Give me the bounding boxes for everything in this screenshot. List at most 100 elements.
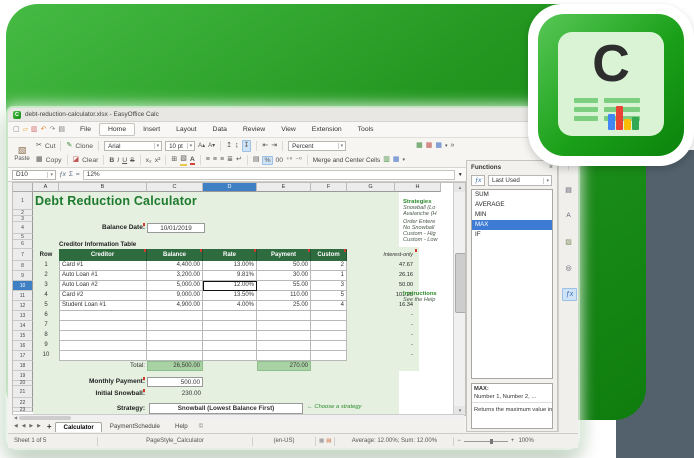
- zoom-in-icon[interactable]: +: [510, 438, 515, 444]
- formula-input[interactable]: 12%: [82, 169, 455, 180]
- prev-sheet-icon[interactable]: ◀: [21, 424, 26, 429]
- row-height-icon[interactable]: ▦: [435, 142, 442, 149]
- cell-custom[interactable]: [311, 331, 347, 341]
- row-header-6[interactable]: 6: [13, 240, 33, 249]
- delete-row-icon[interactable]: ▦: [425, 142, 433, 149]
- row-header-23[interactable]: 23: [13, 407, 33, 413]
- cell-rate[interactable]: [203, 341, 257, 351]
- row-header-15[interactable]: 15: [13, 331, 33, 341]
- cell-interest-only[interactable]: 50.00: [399, 282, 413, 288]
- cell-balance[interactable]: 9,000.00: [147, 291, 203, 301]
- document-modified-icon[interactable]: ▤: [326, 438, 332, 444]
- cell-creditor[interactable]: Auto Loan #1: [59, 271, 147, 281]
- function-item-max[interactable]: MAX: [472, 220, 552, 230]
- sheet-tab-calculator[interactable]: Calculator: [55, 421, 102, 432]
- column-header-D[interactable]: D: [203, 183, 257, 192]
- zoom-level[interactable]: 100%: [518, 438, 534, 444]
- row-header-5[interactable]: 5: [13, 234, 33, 240]
- cell-creditor[interactable]: [59, 311, 147, 321]
- row-header-13[interactable]: 13: [13, 311, 33, 321]
- header-rate[interactable]: Rate: [203, 249, 257, 261]
- function-item-min[interactable]: MIN: [475, 211, 487, 218]
- cut-label[interactable]: Cut: [44, 142, 56, 150]
- row-header-12[interactable]: 12: [13, 301, 33, 311]
- row-header-20[interactable]: 20: [13, 380, 33, 386]
- cell-interest-only[interactable]: -: [411, 332, 413, 338]
- cell-payment[interactable]: 25.00: [257, 301, 311, 311]
- header-creditor[interactable]: Creditor: [59, 249, 147, 261]
- cell-rate[interactable]: 13.00%: [203, 261, 257, 271]
- cell-interest-only[interactable]: -: [411, 352, 413, 358]
- header-balance[interactable]: Balance: [147, 249, 203, 261]
- page-style[interactable]: PageStyle_Calculator: [146, 438, 204, 444]
- cell-rate[interactable]: [203, 331, 257, 341]
- grow-font-icon[interactable]: A▴: [198, 143, 206, 149]
- add-decimal-icon[interactable]: ⁺⁰: [286, 157, 293, 164]
- cell-custom[interactable]: [311, 341, 347, 351]
- cell-balance[interactable]: [147, 341, 203, 351]
- menu-layout[interactable]: Layout: [176, 126, 197, 133]
- cell-payment[interactable]: 30.00: [257, 271, 311, 281]
- row-header-11[interactable]: 11: [13, 291, 33, 301]
- cut-icon[interactable]: ✂: [36, 142, 42, 149]
- row-header-9[interactable]: 9: [13, 271, 33, 281]
- cell-creditor[interactable]: [59, 321, 147, 331]
- scroll-down-icon[interactable]: ▼: [454, 406, 465, 415]
- cell-creditor[interactable]: Card #2: [59, 291, 147, 301]
- superscript-button[interactable]: x²: [154, 156, 161, 164]
- cell-row-num[interactable]: 4: [44, 292, 48, 298]
- formula-bar-expand-icon[interactable]: ▼: [457, 171, 463, 178]
- sum-icon[interactable]: Σ: [68, 171, 73, 178]
- insert-row-icon[interactable]: ▦: [416, 142, 423, 149]
- select-all-corner[interactable]: [13, 183, 33, 192]
- font-size-select[interactable]: 10 pt ▾: [165, 141, 196, 151]
- scrollbar-thumb[interactable]: [19, 415, 72, 420]
- gallery-deck-icon[interactable]: ▨: [565, 238, 572, 246]
- font-color-icon[interactable]: A: [189, 155, 195, 165]
- cell-custom[interactable]: 3: [311, 281, 347, 291]
- number-format-select[interactable]: Percent ▾: [288, 141, 347, 151]
- strategy-cell[interactable]: Snowball (Lowest Balance First): [149, 403, 303, 414]
- horizontal-scrollbar[interactable]: ◀: [12, 414, 464, 420]
- row-header-2[interactable]: 2: [13, 210, 33, 216]
- cell-custom[interactable]: 1: [311, 271, 347, 281]
- borders-icon[interactable]: ⊞: [171, 156, 178, 163]
- row-header-8[interactable]: 8: [13, 261, 33, 271]
- clear-label[interactable]: Clear: [82, 156, 99, 164]
- header-row[interactable]: Row: [39, 252, 53, 258]
- cell-row-num[interactable]: 6: [44, 312, 48, 318]
- header-payment[interactable]: Payment: [257, 249, 311, 261]
- category-select[interactable]: Last Used ▾: [488, 175, 552, 186]
- background-color-icon[interactable]: ▧: [180, 154, 187, 166]
- wrap-text-icon[interactable]: ↵: [235, 156, 242, 163]
- cell-row-num[interactable]: 9: [44, 342, 48, 348]
- currency-format-icon[interactable]: ▤: [252, 156, 260, 163]
- function-item-average[interactable]: AVERAGE: [475, 201, 505, 208]
- next-sheet-icon[interactable]: ▶: [29, 424, 34, 429]
- sheet-tab-help[interactable]: Help: [174, 423, 188, 430]
- dropdown-icon[interactable]: ▾: [402, 157, 405, 163]
- row-header-10[interactable]: 10: [13, 281, 33, 291]
- cell-row-num[interactable]: 10: [42, 352, 50, 358]
- row-header-16[interactable]: 16: [13, 341, 33, 351]
- cell-payment[interactable]: [257, 311, 311, 321]
- print-icon[interactable]: ▤: [58, 126, 66, 133]
- subscript-button[interactable]: x₂: [145, 156, 152, 164]
- row-header-7[interactable]: 7: [13, 249, 33, 261]
- column-header-G[interactable]: G: [347, 183, 395, 192]
- copy-label[interactable]: Copy: [45, 156, 62, 164]
- underline-button[interactable]: U: [122, 156, 128, 164]
- cell-row-num[interactable]: 2: [44, 272, 48, 278]
- total-balance-cell[interactable]: 26,500.00: [147, 361, 203, 371]
- decrease-indent-icon[interactable]: ⇤: [262, 142, 269, 149]
- row-header-18[interactable]: 18: [13, 361, 33, 371]
- cell-balance[interactable]: 3,200.00: [147, 271, 203, 281]
- monthly-payment-cell[interactable]: 500.00: [147, 377, 203, 387]
- cell-balance[interactable]: [147, 331, 203, 341]
- row-header-21[interactable]: 21: [13, 386, 33, 398]
- cell-interest-only[interactable]: 47.67: [399, 262, 413, 268]
- cell-interest-only[interactable]: -: [411, 322, 413, 328]
- new-doc-icon[interactable]: ▢: [13, 126, 20, 133]
- menu-view[interactable]: View: [281, 126, 296, 133]
- cell-rate[interactable]: 12.00%: [203, 281, 257, 291]
